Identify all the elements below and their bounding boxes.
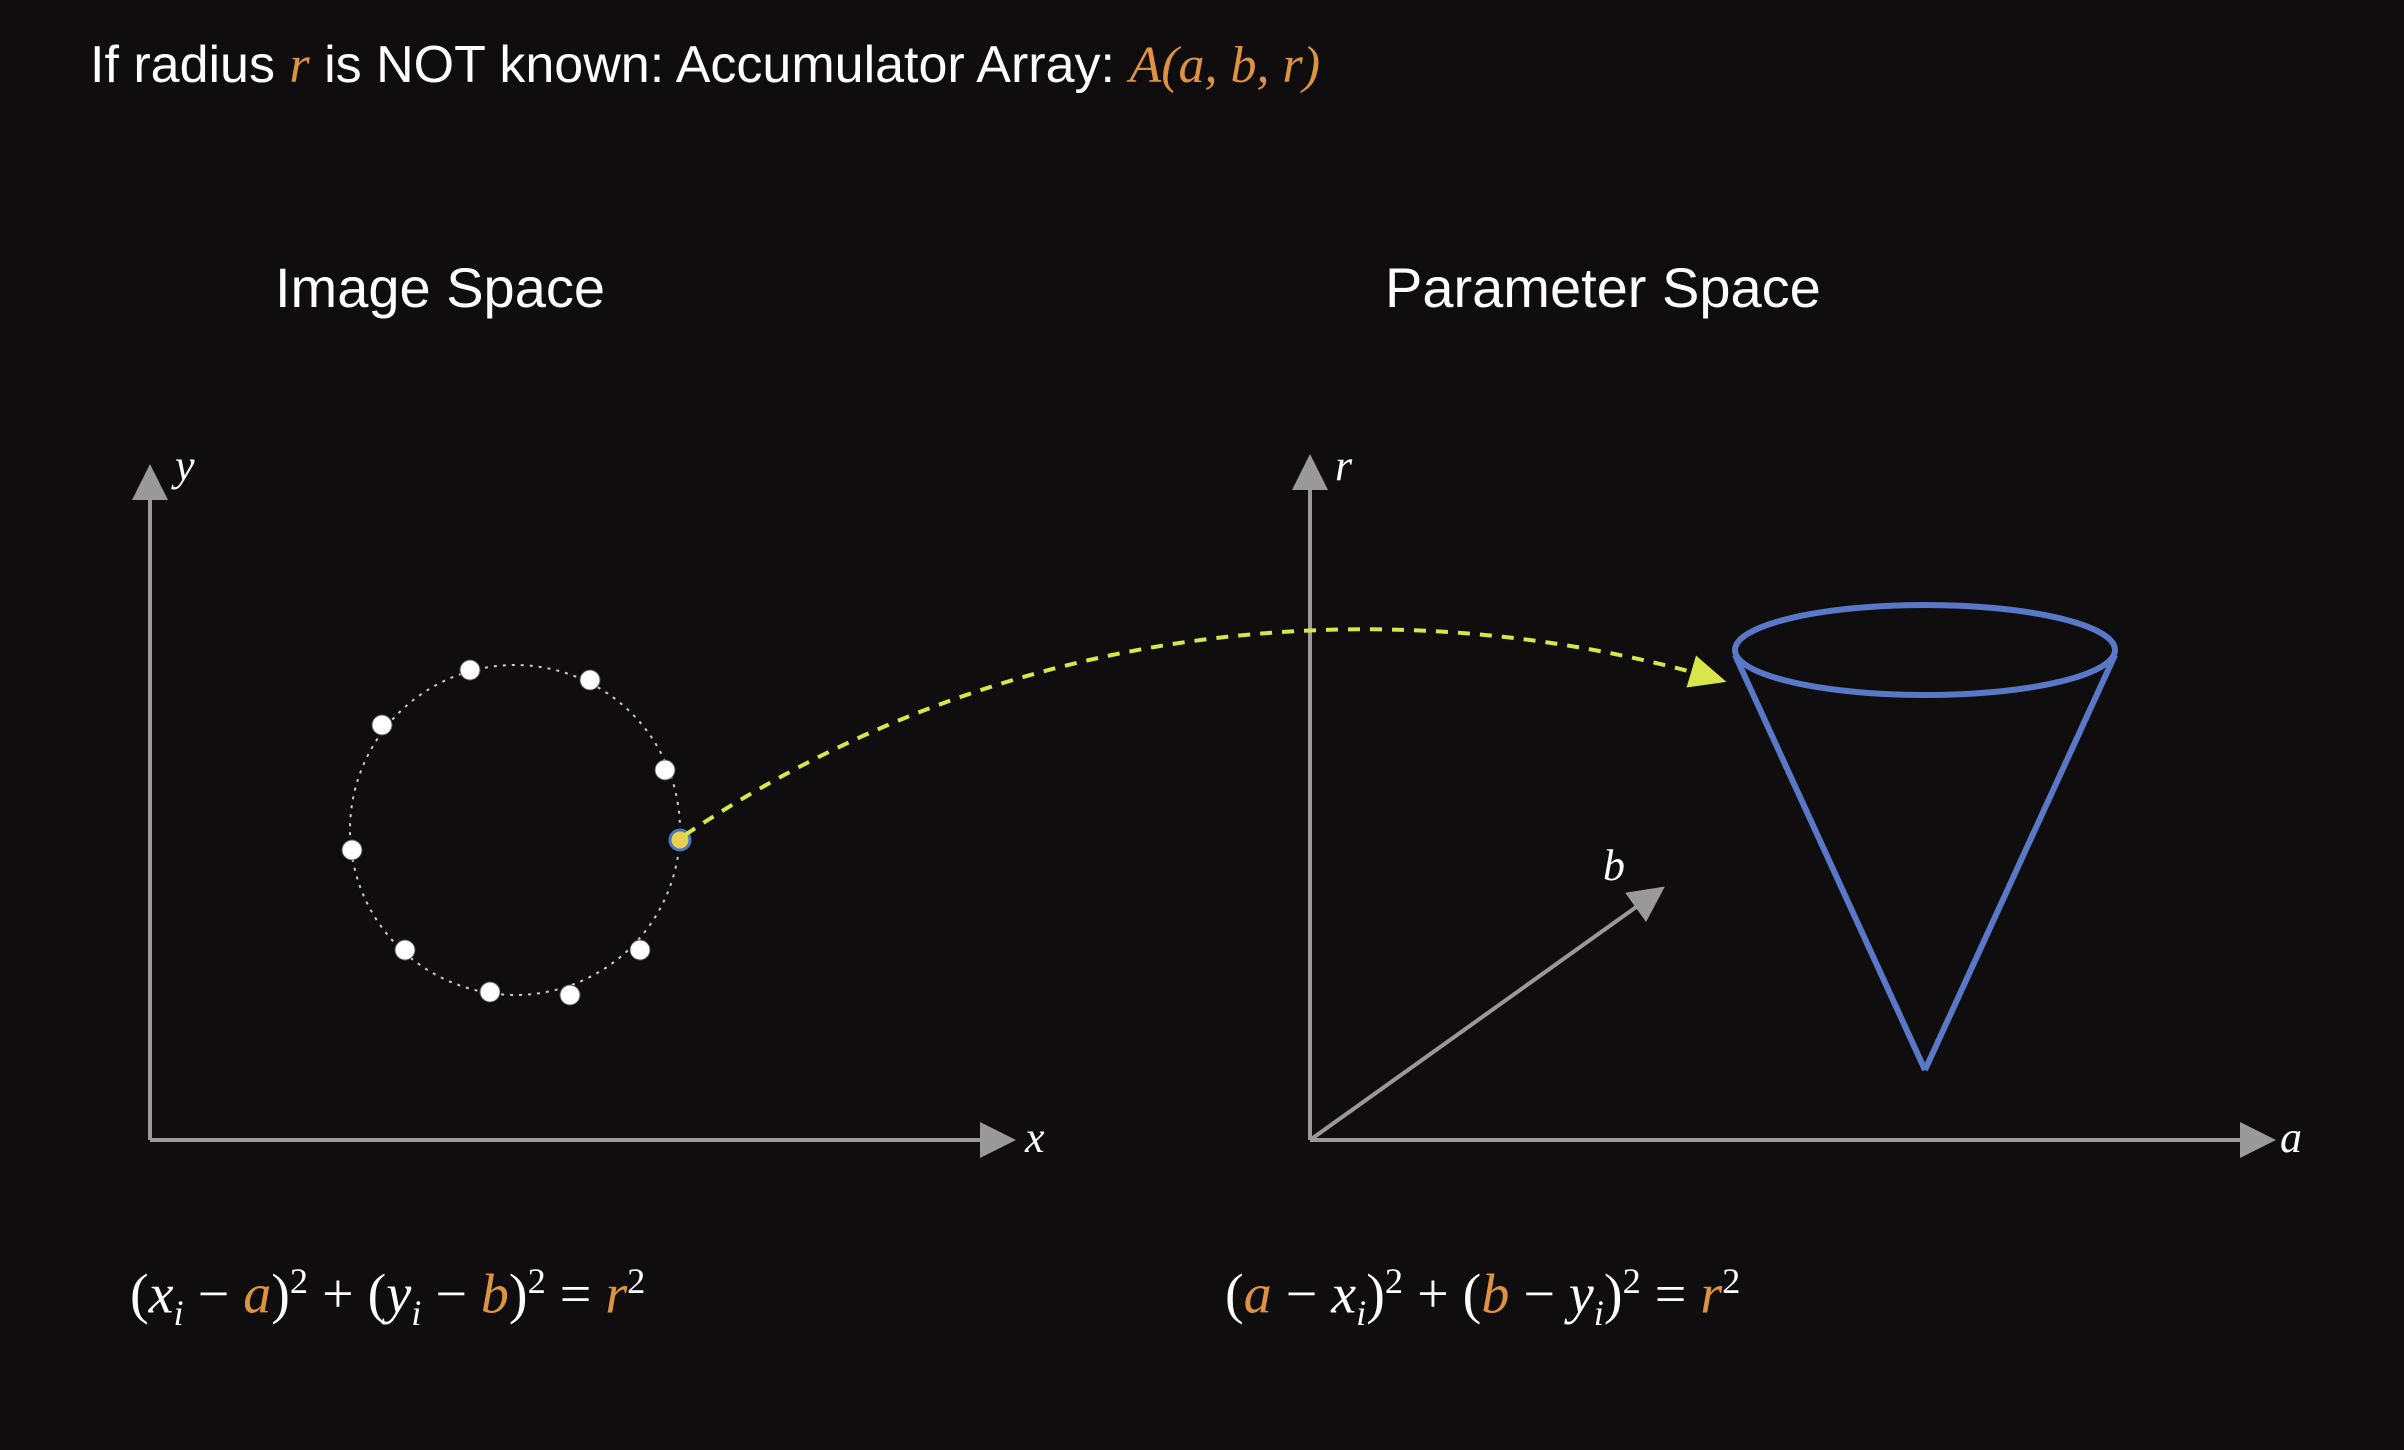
eq-var-b: b: [481, 1264, 509, 1326]
a-axis-label: a: [2280, 1113, 2302, 1162]
title-line: If radius r is NOT known: Accumulator Ar…: [90, 35, 1320, 95]
image-space-diagram: y x: [120, 440, 1040, 1170]
b-axis-label: b: [1603, 841, 1625, 890]
edge-point: [480, 982, 500, 1002]
eq-var-a2: a: [1244, 1264, 1272, 1326]
title-mid: is NOT known: Accumulator Array:: [310, 36, 1130, 94]
b-axis: [1310, 890, 1660, 1140]
edge-point: [655, 760, 675, 780]
title-accum: A(a, b, r): [1129, 37, 1320, 94]
edge-point: [580, 670, 600, 690]
circle-points: [342, 660, 690, 1005]
eq-var-b2: b: [1481, 1264, 1509, 1326]
image-space-label: Image Space: [275, 255, 605, 320]
eq-var-r: r: [605, 1264, 627, 1326]
edge-point: [395, 940, 415, 960]
edge-point: [372, 715, 392, 735]
cone-shape: [1735, 605, 2115, 1070]
image-space-svg: y x: [120, 440, 1040, 1170]
x-axis-label: x: [1024, 1113, 1045, 1162]
eq-var-a: a: [243, 1264, 271, 1326]
parameter-space-equation: (a − xi)2 + (b − yi)2 = r2: [1225, 1260, 1740, 1334]
edge-point-highlight: [670, 830, 690, 850]
edge-point: [630, 940, 650, 960]
r-axis-label: r: [1335, 441, 1353, 490]
edge-point: [560, 985, 580, 1005]
parameter-space-svg: r a b: [1270, 440, 2300, 1170]
eq-var-r2: r: [1700, 1264, 1722, 1326]
edge-point: [342, 840, 362, 860]
edge-point: [460, 660, 480, 680]
title-r: r: [289, 37, 309, 94]
y-axis-label: y: [171, 441, 195, 490]
parameter-space-diagram: r a b: [1270, 440, 2300, 1170]
parameter-space-label: Parameter Space: [1385, 255, 1821, 320]
image-space-equation: (xi − a)2 + (yi − b)2 = r2: [130, 1260, 645, 1334]
title-prefix: If radius: [90, 36, 289, 94]
